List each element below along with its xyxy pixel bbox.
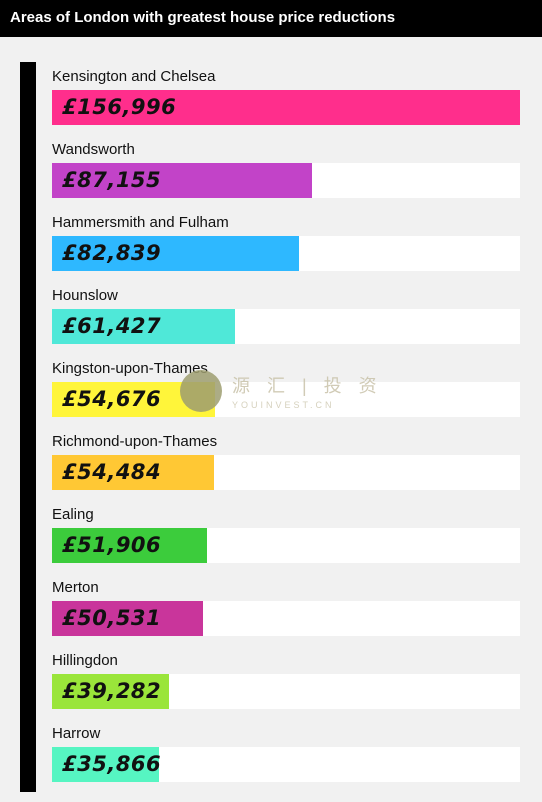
bar — [52, 747, 159, 782]
bar-track: £61,427 — [52, 309, 520, 344]
category-label: Kingston-upon-Thames — [52, 360, 208, 377]
data-label: £51,906 — [62, 533, 162, 557]
category-label: Wandsworth — [52, 141, 135, 158]
bar — [52, 309, 235, 344]
watermark-text: 源 汇 | 投 资 — [232, 376, 383, 396]
chart-header: Areas of London with greatest house pric… — [0, 0, 542, 37]
data-label: £61,427 — [62, 314, 162, 338]
bar-track: £54,676 — [52, 382, 520, 417]
bar-row: Wandsworth £87,155 — [0, 141, 542, 201]
bar-row: Merton £50,531 — [0, 579, 542, 639]
category-label: Harrow — [52, 725, 101, 742]
bar-row: Hounslow £61,427 — [0, 287, 542, 347]
bar-row: Hammersmith and Fulham £82,839 — [0, 214, 542, 274]
category-label: Hillingdon — [52, 652, 118, 669]
bar-track: £156,996 — [52, 90, 520, 125]
data-label: £54,484 — [62, 460, 162, 484]
bar — [52, 601, 203, 636]
bar — [52, 528, 207, 563]
category-label: Hounslow — [52, 287, 118, 304]
bar-track: £87,155 — [52, 163, 520, 198]
category-label: Kensington and Chelsea — [52, 68, 216, 85]
data-label: £87,155 — [62, 168, 162, 192]
data-label: £50,531 — [62, 606, 162, 630]
bar-track: £54,484 — [52, 455, 520, 490]
data-label: £39,282 — [62, 679, 162, 703]
bar — [52, 236, 299, 271]
watermark-logo-icon — [180, 370, 222, 412]
data-label: £82,839 — [62, 241, 162, 265]
data-label: £54,676 — [62, 387, 162, 411]
bar-track: £51,906 — [52, 528, 520, 563]
data-label: £35,866 — [62, 752, 162, 776]
category-label: Hammersmith and Fulham — [52, 214, 229, 231]
chart-title: Areas of London with greatest house pric… — [10, 9, 396, 26]
bar — [52, 455, 214, 490]
category-label: Richmond-upon-Thames — [52, 433, 218, 450]
watermark-subtext: YOUINVEST.CN — [232, 400, 335, 410]
bar-row: Kensington and Chelsea £156,996 — [0, 68, 542, 128]
bar-row: Richmond-upon-Thames £54,484 — [0, 433, 542, 493]
bar-track: £39,282 — [52, 674, 520, 709]
axis-bar — [20, 62, 36, 792]
bar — [52, 674, 169, 709]
category-label: Merton — [52, 579, 99, 596]
bar-row: Harrow £35,866 — [0, 725, 542, 785]
watermark: 源 汇 | 投 资 YOUINVEST.CN — [180, 362, 377, 422]
bar-track: £50,531 — [52, 601, 520, 636]
data-label: £156,996 — [62, 95, 177, 119]
bar-row: Kingston-upon-Thames £54,676 — [0, 360, 542, 420]
bar-row: Hillingdon £39,282 — [0, 652, 542, 712]
bar-row: Ealing £51,906 — [0, 506, 542, 566]
bar — [52, 163, 312, 198]
bar — [52, 90, 520, 125]
bar-track: £35,866 — [52, 747, 520, 782]
bar-track: £82,839 — [52, 236, 520, 271]
category-label: Ealing — [52, 506, 94, 523]
